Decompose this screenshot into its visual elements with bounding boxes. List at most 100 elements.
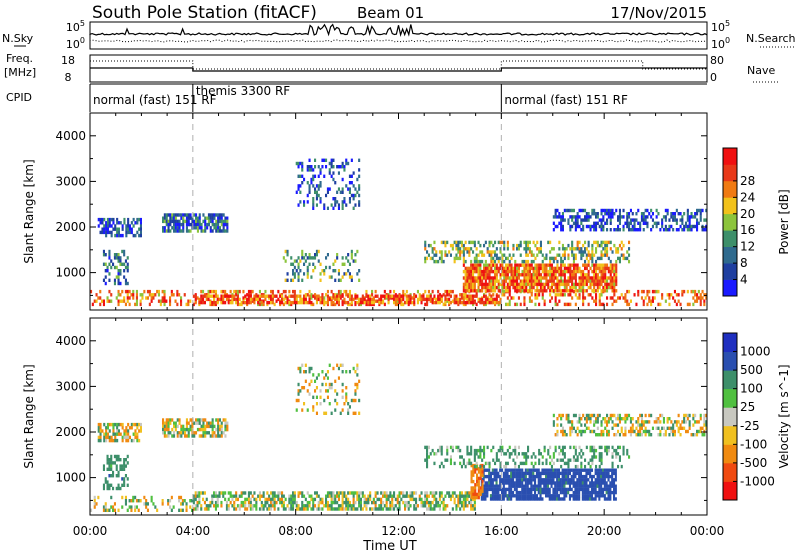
data-cell — [440, 294, 443, 298]
data-cell — [517, 247, 520, 251]
data-cell — [510, 478, 513, 482]
data-cell — [589, 494, 592, 498]
data-cell — [490, 285, 493, 290]
data-cell — [134, 302, 137, 307]
data-cell — [413, 297, 416, 302]
data-cell — [598, 256, 601, 261]
data-cell — [380, 300, 383, 305]
data-cell — [545, 256, 548, 261]
data-cell — [541, 259, 544, 264]
data-cell — [484, 269, 487, 274]
data-cell — [310, 256, 313, 260]
data-cell — [284, 497, 287, 502]
data-cell — [257, 297, 260, 302]
data-cell — [501, 448, 504, 453]
data-cell — [116, 426, 119, 430]
data-cell — [134, 505, 137, 509]
data-cell — [606, 253, 609, 257]
data-cell — [560, 282, 563, 287]
data-cell — [602, 478, 605, 482]
data-cell — [703, 293, 706, 297]
data-cell — [475, 294, 478, 298]
data-cell — [323, 158, 326, 162]
data-cell — [655, 417, 658, 421]
data-cell — [493, 497, 496, 501]
data-cell — [510, 468, 513, 472]
data-cell — [481, 483, 484, 487]
data-cell — [176, 226, 179, 230]
data-cell — [308, 300, 311, 305]
data-cell — [299, 200, 302, 204]
data-cell — [552, 289, 555, 293]
data-cell — [545, 276, 548, 280]
data-cell — [459, 497, 462, 502]
data-cell — [91, 302, 94, 307]
data-cell — [170, 293, 173, 297]
data-cell — [613, 289, 616, 293]
data-cell — [590, 497, 593, 501]
data-cell — [574, 464, 577, 469]
data-cell — [187, 427, 190, 432]
data-cell — [561, 282, 564, 287]
data-cell — [568, 478, 571, 482]
data-cell — [396, 294, 399, 298]
data-cell — [200, 504, 203, 508]
data-cell — [472, 263, 475, 267]
data-cell — [315, 249, 318, 254]
data-cell — [205, 497, 208, 502]
data-cell — [161, 299, 164, 303]
data-cell — [251, 289, 254, 294]
data-cell — [477, 455, 480, 459]
data-cell — [606, 448, 609, 453]
data-cell — [308, 187, 311, 191]
data-cell — [433, 253, 436, 257]
data-cell — [596, 285, 599, 290]
data-cell — [470, 276, 473, 280]
data-cell — [530, 484, 533, 488]
data-cell — [699, 212, 702, 216]
data-cell — [264, 289, 267, 294]
data-cell — [578, 279, 581, 283]
data-cell — [572, 474, 575, 479]
data-cell — [596, 433, 599, 437]
data-cell — [374, 289, 377, 294]
data-cell — [501, 478, 504, 482]
data-cell — [337, 504, 340, 508]
data-cell — [697, 296, 700, 300]
data-cell — [304, 259, 307, 263]
data-cell — [380, 500, 383, 505]
data-cell — [409, 294, 412, 298]
data-cell — [528, 497, 531, 501]
data-cell — [281, 494, 284, 498]
data-cell — [589, 448, 592, 453]
data-cell — [202, 294, 205, 298]
data-cell — [481, 289, 484, 293]
data-cell — [534, 263, 537, 267]
data-cell — [580, 247, 583, 251]
data-cell — [460, 250, 463, 254]
data-cell — [282, 507, 285, 511]
data-cell — [598, 471, 601, 476]
data-cell — [692, 433, 695, 437]
data-cell — [565, 474, 568, 479]
data-cell — [618, 458, 621, 462]
data-cell — [334, 259, 337, 263]
data-cell — [225, 294, 228, 298]
data-cell — [464, 293, 467, 297]
data-cell — [574, 471, 577, 476]
data-cell — [275, 500, 278, 505]
data-cell — [705, 420, 708, 424]
data-cell — [679, 224, 682, 229]
data-cell — [543, 263, 546, 267]
data-cell — [688, 228, 691, 232]
data-cell — [310, 302, 313, 307]
data-cell — [90, 508, 93, 512]
data-cell — [541, 497, 544, 501]
data-cell — [198, 427, 201, 432]
data-cell — [549, 455, 552, 459]
data-cell — [600, 228, 603, 232]
data-cell — [584, 296, 587, 300]
data-cell — [345, 158, 348, 162]
data-cell — [705, 413, 708, 418]
data-cell — [121, 426, 124, 430]
